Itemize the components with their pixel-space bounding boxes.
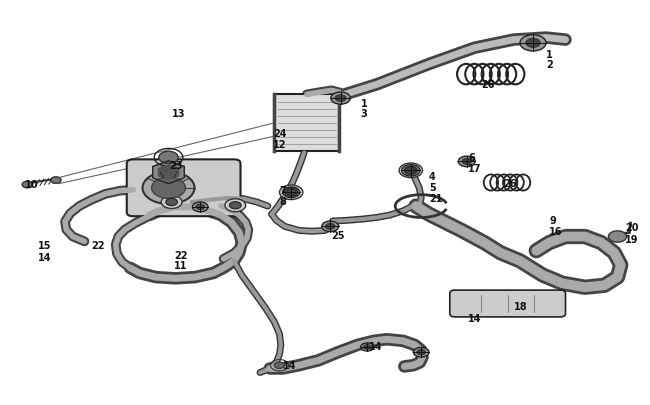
Circle shape [404, 167, 417, 175]
Circle shape [402, 165, 420, 177]
Circle shape [331, 93, 350, 105]
Circle shape [192, 202, 208, 212]
Polygon shape [153, 162, 184, 184]
Text: 6: 6 [468, 153, 474, 163]
Circle shape [462, 159, 471, 165]
Text: 23: 23 [169, 161, 183, 171]
Circle shape [280, 185, 303, 200]
Circle shape [363, 345, 370, 349]
Text: 24: 24 [273, 129, 287, 139]
Text: 12: 12 [273, 140, 287, 149]
Text: 14: 14 [38, 252, 51, 262]
Circle shape [413, 347, 429, 357]
Circle shape [526, 39, 540, 48]
Circle shape [159, 152, 178, 164]
Text: 11: 11 [174, 260, 188, 270]
Circle shape [520, 36, 546, 52]
Text: 22: 22 [91, 240, 105, 250]
Circle shape [335, 96, 346, 102]
Text: 1: 1 [546, 50, 552, 60]
Text: 9: 9 [549, 216, 556, 226]
Text: 5: 5 [429, 182, 436, 192]
Circle shape [361, 343, 374, 351]
Circle shape [196, 205, 205, 210]
Text: 2: 2 [546, 60, 552, 70]
Circle shape [151, 178, 185, 199]
Text: 16: 16 [549, 227, 563, 237]
Circle shape [285, 189, 298, 197]
Circle shape [274, 362, 285, 369]
Circle shape [51, 177, 61, 184]
Text: 10: 10 [25, 179, 38, 189]
Circle shape [283, 188, 300, 198]
Text: 13: 13 [172, 109, 186, 118]
Text: 14: 14 [468, 313, 482, 323]
Circle shape [406, 168, 416, 174]
Circle shape [608, 231, 627, 243]
Text: 1: 1 [361, 98, 367, 108]
Circle shape [225, 199, 246, 212]
FancyBboxPatch shape [274, 95, 339, 152]
Circle shape [322, 222, 339, 232]
Circle shape [161, 196, 182, 209]
Circle shape [142, 172, 194, 205]
Text: 15: 15 [38, 241, 51, 251]
Circle shape [326, 224, 335, 230]
Circle shape [417, 350, 426, 355]
Circle shape [458, 157, 475, 167]
Text: 17: 17 [468, 164, 482, 174]
Circle shape [22, 182, 32, 188]
Text: 26: 26 [481, 80, 495, 90]
Circle shape [166, 199, 177, 206]
Text: 7: 7 [280, 185, 286, 195]
Text: 20: 20 [625, 223, 639, 232]
Text: 8: 8 [280, 196, 287, 206]
Text: 4: 4 [429, 171, 436, 181]
Text: 26: 26 [504, 178, 517, 188]
Text: 3: 3 [361, 109, 367, 119]
Text: 25: 25 [332, 231, 345, 241]
Polygon shape [159, 166, 179, 180]
Circle shape [287, 190, 296, 196]
Text: 14: 14 [283, 360, 297, 370]
Text: 21: 21 [429, 194, 443, 203]
Text: 19: 19 [625, 234, 639, 244]
Text: 22: 22 [174, 250, 188, 260]
Text: 14: 14 [369, 341, 383, 351]
FancyBboxPatch shape [127, 160, 240, 217]
Circle shape [229, 202, 241, 209]
Circle shape [399, 164, 422, 178]
Text: 18: 18 [514, 301, 527, 311]
FancyBboxPatch shape [450, 290, 566, 317]
